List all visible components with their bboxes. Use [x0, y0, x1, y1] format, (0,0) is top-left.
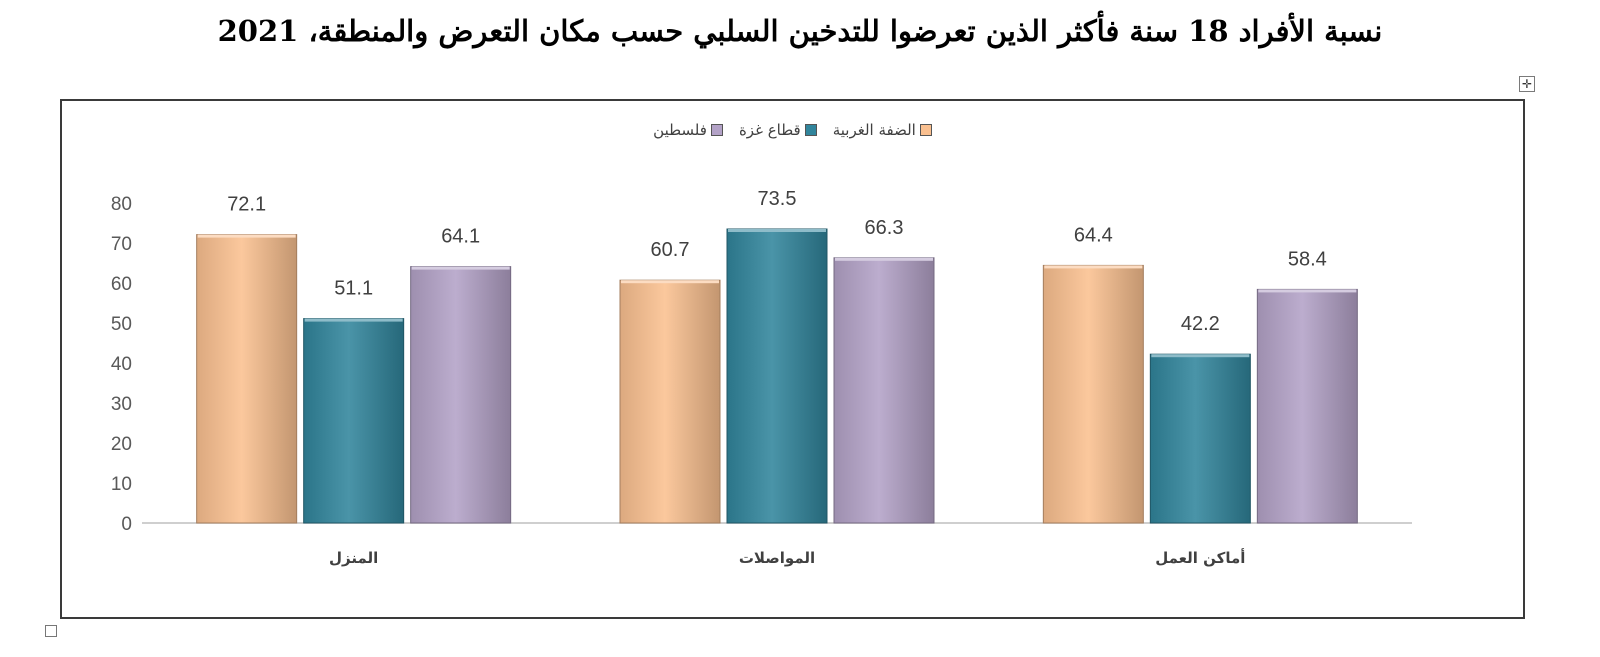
bar-palestine-transport: [833, 257, 935, 524]
bar-top-highlight: [621, 280, 719, 284]
y-tick-label: 70: [111, 234, 132, 255]
legend-item-west-bank: الضفة الغربية: [833, 121, 932, 139]
bar-palestine-workplace: [1256, 288, 1358, 524]
bar-chart-plot: 0 10 20 30 40 50 60 70 80 72.1 51.1 64.1 المنزل 60.7 7…: [111, 188, 1412, 567]
chart-legend: الضفة الغربية قطاع غزة فلسطين: [62, 121, 1523, 139]
data-label: 58.4: [1288, 248, 1327, 270]
bar-top-highlight: [304, 318, 403, 322]
data-label: 73.5: [758, 188, 797, 210]
bar-top-highlight: [835, 257, 933, 261]
y-tick-label: 10: [111, 474, 132, 495]
legend-label-palestine: فلسطين: [653, 121, 707, 139]
y-tick-label: 20: [111, 434, 132, 455]
data-label: 64.4: [1074, 224, 1113, 246]
bar-gaza-workplace: [1149, 353, 1251, 524]
bar-top-highlight: [1258, 289, 1357, 293]
bar-top-highlight: [1044, 265, 1143, 269]
chart-frame[interactable]: الضفة الغربية قطاع غزة فلسطين 0 10 20 30 40 5…: [60, 99, 1525, 619]
data-label: 51.1: [334, 278, 373, 300]
legend-label-west-bank: الضفة الغربية: [832, 121, 916, 139]
y-tick-label: 50: [111, 314, 132, 335]
data-label: 42.2: [1181, 313, 1220, 335]
legend-label-gaza: قطاع غزة: [738, 121, 801, 139]
page-title: نسبة الأفراد 18 سنة فأكثر الذين تعرضوا ل…: [217, 14, 1383, 48]
legend-swatch-palestine: [710, 124, 723, 136]
x-category-label: المنزل: [329, 549, 378, 567]
y-tick-label: 30: [111, 394, 132, 415]
data-label: 66.3: [865, 217, 904, 239]
bar-top-highlight: [728, 229, 826, 232]
bar-top-highlight: [197, 234, 296, 238]
bar-west-bank-home: [196, 234, 298, 524]
bar-palestine-home: [410, 266, 512, 524]
legend-item-palestine: فلسطين: [653, 121, 723, 139]
data-label: 72.1: [227, 194, 266, 216]
bar-west-bank-transport: [619, 279, 721, 524]
data-label: 64.1: [441, 226, 480, 248]
x-category-label: المواصلات: [739, 549, 815, 567]
resize-handle-icon[interactable]: [45, 625, 57, 637]
bar-gaza-transport: [726, 228, 828, 524]
move-icon[interactable]: ✛: [1519, 76, 1535, 92]
data-label: 60.7: [651, 239, 690, 261]
bar-top-highlight: [411, 266, 510, 270]
bar-gaza-home: [303, 318, 405, 524]
bar-top-highlight: [1151, 354, 1250, 358]
y-tick-label: 40: [111, 354, 132, 375]
legend-swatch-gaza: [804, 124, 817, 136]
y-tick-label: 0: [121, 514, 132, 535]
legend-swatch-west-bank: [919, 124, 932, 136]
bar-west-bank-workplace: [1042, 264, 1144, 524]
x-category-label: أماكن العمل: [1155, 548, 1245, 567]
y-tick-label: 80: [111, 194, 132, 215]
legend-item-gaza: قطاع غزة: [739, 121, 817, 139]
y-tick-label: 60: [111, 274, 132, 295]
